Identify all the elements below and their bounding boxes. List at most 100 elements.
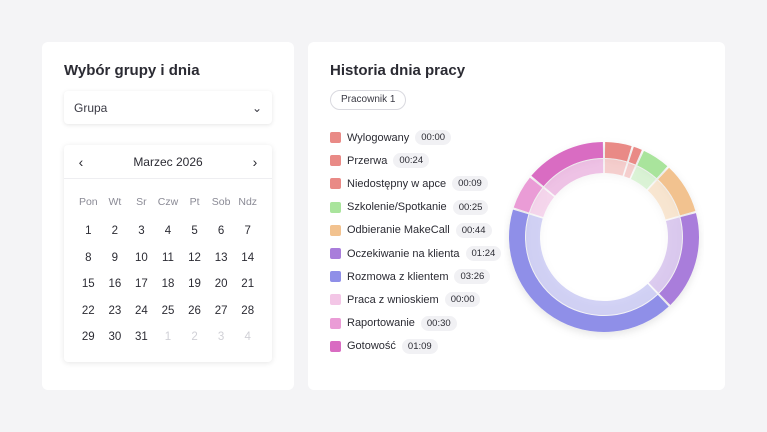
calendar-day[interactable]: 14 [241, 251, 255, 264]
donut-outer-segment[interactable] [531, 142, 604, 187]
status-donut-chart [509, 142, 699, 332]
weekday-label: Wt [108, 196, 122, 208]
calendar-day[interactable]: 21 [241, 278, 255, 290]
weekday-label: Pt [189, 196, 200, 208]
legend-duration: 00:00 [415, 130, 452, 146]
donut-outer-segment[interactable] [628, 146, 642, 165]
left-card-title: Wybór grupy i dnia [64, 62, 200, 79]
legend-duration: 00:25 [452, 199, 489, 215]
calendar-day[interactable]: 28 [241, 304, 255, 317]
legend-swatch [330, 317, 341, 329]
group-select-value: Grupa [74, 100, 108, 115]
prev-month-button[interactable]: ‹ [78, 153, 84, 170]
calendar-day[interactable]: 1 [85, 225, 92, 237]
calendar-day[interactable]: 27 [214, 304, 228, 317]
calendar-day[interactable]: 17 [135, 278, 148, 290]
calendar-day[interactable]: 16 [108, 278, 122, 290]
calendar-day[interactable]: 4 [164, 225, 172, 237]
calendar-day[interactable]: 31 [135, 331, 148, 343]
next-month-button[interactable]: › [252, 153, 258, 170]
legend-label: Oczekiwanie na klienta [347, 247, 460, 260]
calendar-day[interactable]: 9 [111, 251, 119, 264]
calendar-day[interactable]: 11 [162, 251, 174, 264]
calendar-day[interactable]: 5 [191, 225, 198, 237]
calendar-day[interactable]: 15 [81, 278, 95, 290]
legend-label: Przerwa [347, 154, 388, 167]
legend-swatch [330, 178, 341, 190]
donut-inner-segment [526, 214, 658, 315]
calendar-day[interactable]: 25 [161, 304, 175, 317]
calendar-day-next-month: 1 [164, 331, 172, 343]
legend-duration: 00:44 [455, 222, 492, 238]
calendar-day[interactable]: 22 [81, 304, 95, 317]
legend-duration: 03:26 [454, 269, 491, 285]
calendar-day[interactable]: 3 [138, 225, 145, 237]
calendar-month-label: Marzec 2026 [133, 154, 203, 169]
donut-inner-segment [648, 217, 682, 293]
donut-inner-segment [604, 159, 627, 176]
legend-swatch [330, 271, 341, 283]
legend-swatch [330, 340, 341, 352]
donut-inner-segment [529, 188, 555, 218]
weekday-label: Pon [78, 196, 98, 208]
legend-label: Praca z wnioskiem [347, 293, 439, 306]
legend-duration: 01:24 [465, 246, 502, 262]
legend-label: Rozmowa z klientem [347, 270, 449, 283]
donut-outer-segment[interactable] [637, 150, 668, 179]
legend-item: Wylogowany 00:00 [330, 126, 530, 149]
legend-swatch [330, 224, 341, 236]
donut-outer-segment[interactable] [513, 177, 543, 213]
weekday-label: Czw [157, 196, 179, 208]
calendar-day[interactable]: 13 [214, 251, 228, 264]
calendar-day[interactable]: 7 [244, 225, 251, 237]
calendar-day[interactable]: 19 [188, 278, 201, 290]
calendar-grid: Pon Wt Sr Czw Pt Sob Ndz 1 2 3 4 5 6 7 8 9 10 11 12 13 14 15 1… [75, 194, 261, 356]
calendar-day[interactable]: 2 [111, 225, 119, 237]
legend-item: Rozmowa z klientem 03:26 [330, 265, 530, 288]
calendar-day[interactable]: 18 [161, 278, 175, 290]
calendar-day[interactable]: 29 [81, 331, 95, 343]
legend-label: Wylogowany [347, 131, 410, 144]
group-select[interactable]: Grupa ⌄ [64, 91, 272, 124]
donut-outer-segment[interactable] [659, 213, 699, 305]
calendar-day-next-month: 2 [191, 331, 198, 343]
donut-outer-segment[interactable] [509, 209, 669, 332]
legend-duration: 01:09 [401, 338, 438, 354]
legend-duration: 00:09 [452, 176, 488, 192]
calendar-day[interactable]: 24 [135, 304, 148, 317]
legend-label: Raportowanie [347, 317, 415, 330]
calendar-day-next-month: 4 [244, 331, 251, 343]
calendar-day[interactable]: 8 [85, 251, 92, 264]
donut-inner-segment [647, 180, 680, 220]
legend-item: Gotowość 01:09 [330, 335, 530, 358]
weekday-label: Sr [136, 196, 147, 208]
calendar-day[interactable]: 6 [217, 225, 225, 237]
calendar-day[interactable]: 30 [108, 331, 122, 343]
right-card-title: Historia dnia pracy [330, 62, 466, 79]
legend-duration: 00:00 [444, 292, 481, 308]
legend-swatch [330, 201, 341, 213]
legend-label: Odbieranie MakeCall [347, 224, 450, 237]
calendar-day[interactable]: 26 [188, 304, 201, 317]
weekday-label: Ndz [238, 196, 258, 208]
calendar-day[interactable]: 20 [214, 278, 228, 290]
legend-label: Szkolenie/Spotkanie [347, 201, 447, 214]
legend-swatch [330, 248, 341, 260]
calendar: ‹ Marzec 2026 › Pon Wt Sr Czw Pt Sob Ndz 1 2 3 4 5 6… [64, 145, 272, 362]
employee-chip[interactable]: Pracownik 1 [330, 90, 407, 110]
legend-swatch [330, 294, 341, 306]
chevron-down-icon: ⌄ [251, 100, 262, 115]
calendar-day-next-month: 3 [217, 331, 225, 343]
legend-duration: 00:30 [420, 315, 457, 331]
status-legend: Wylogowany 00:00 Przerwa 00:24 Niedostępny w… [330, 126, 530, 358]
donut-inner-segment [544, 159, 604, 196]
calendar-day[interactable]: 23 [108, 304, 122, 317]
donut-outer-segment[interactable] [604, 142, 632, 162]
legend-label: Niedostępny w apce [347, 177, 447, 190]
legend-item: Przerwa 00:24 [330, 149, 530, 172]
legend-label: Gotowość [347, 340, 396, 353]
calendar-day[interactable]: 12 [188, 251, 201, 264]
legend-item: Szkolenie/Spotkanie 00:25 [330, 196, 530, 219]
donut-outer-segment[interactable] [658, 167, 696, 216]
calendar-day[interactable]: 10 [135, 251, 148, 264]
